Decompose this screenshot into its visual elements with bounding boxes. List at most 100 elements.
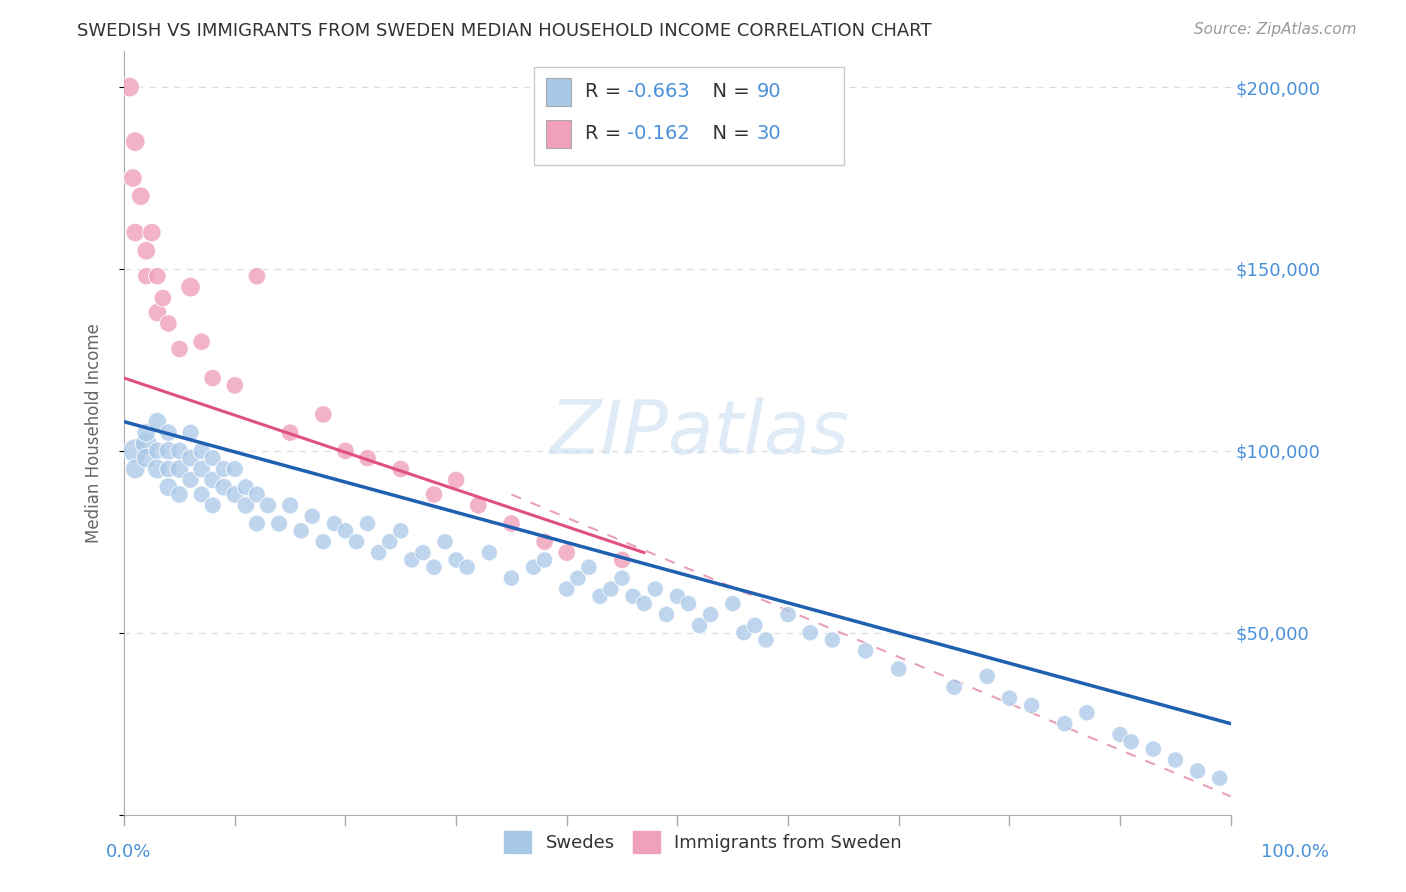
Point xyxy=(146,443,169,458)
Point xyxy=(501,516,523,531)
Point xyxy=(118,80,141,95)
Point xyxy=(444,553,467,567)
Point xyxy=(356,451,378,466)
Point xyxy=(1076,706,1098,720)
Point xyxy=(201,499,224,513)
Point xyxy=(212,462,235,476)
Text: R =: R = xyxy=(585,124,627,144)
Text: ZIPatlas: ZIPatlas xyxy=(550,397,849,468)
Point xyxy=(190,487,212,501)
Y-axis label: Median Household Income: Median Household Income xyxy=(86,323,103,542)
Text: 90: 90 xyxy=(756,82,782,102)
Point xyxy=(600,582,623,596)
Point xyxy=(169,443,191,458)
Point xyxy=(444,473,467,487)
Point xyxy=(180,473,202,487)
Point xyxy=(467,499,489,513)
Point xyxy=(146,269,169,284)
Point xyxy=(367,546,389,560)
Point xyxy=(1187,764,1209,778)
Point xyxy=(855,644,877,658)
Point xyxy=(169,487,191,501)
Point xyxy=(943,680,966,694)
Point xyxy=(1119,735,1142,749)
Point xyxy=(335,524,357,538)
Text: N =: N = xyxy=(700,82,756,102)
Point xyxy=(1142,742,1164,756)
Point xyxy=(129,189,152,203)
Point xyxy=(346,534,368,549)
Point xyxy=(755,632,778,647)
Point xyxy=(1109,727,1132,741)
Point xyxy=(644,582,666,596)
Point xyxy=(434,534,457,549)
Point xyxy=(190,462,212,476)
Point xyxy=(821,632,844,647)
Point xyxy=(501,571,523,585)
Point xyxy=(522,560,544,574)
Point xyxy=(290,524,312,538)
Point xyxy=(533,534,555,549)
Point xyxy=(655,607,678,622)
Text: R =: R = xyxy=(585,82,627,102)
Point xyxy=(180,451,202,466)
Point xyxy=(378,534,401,549)
Point xyxy=(190,443,212,458)
Text: SWEDISH VS IMMIGRANTS FROM SWEDEN MEDIAN HOUSEHOLD INCOME CORRELATION CHART: SWEDISH VS IMMIGRANTS FROM SWEDEN MEDIAN… xyxy=(77,22,932,40)
Point xyxy=(124,443,146,458)
Text: 100.0%: 100.0% xyxy=(1261,843,1329,861)
Point xyxy=(555,546,578,560)
Text: 0.0%: 0.0% xyxy=(105,843,150,861)
Point xyxy=(412,546,434,560)
Point xyxy=(135,451,157,466)
Point xyxy=(201,451,224,466)
Text: -0.663: -0.663 xyxy=(627,82,690,102)
Point xyxy=(246,487,269,501)
Point xyxy=(124,462,146,476)
Point xyxy=(1053,716,1076,731)
Point xyxy=(478,546,501,560)
Point xyxy=(246,516,269,531)
Legend: Swedes, Immigrants from Sweden: Swedes, Immigrants from Sweden xyxy=(496,824,910,861)
Point xyxy=(610,553,633,567)
Point xyxy=(180,425,202,440)
Point xyxy=(267,516,290,531)
Point xyxy=(887,662,910,676)
Point xyxy=(423,560,446,574)
Point xyxy=(146,305,169,319)
Point xyxy=(124,226,146,240)
Text: 30: 30 xyxy=(756,124,782,144)
Point xyxy=(246,269,269,284)
Point xyxy=(744,618,766,632)
Point xyxy=(257,499,280,513)
Point xyxy=(224,487,246,501)
Point xyxy=(169,462,191,476)
Point xyxy=(799,625,821,640)
Point xyxy=(1208,771,1230,785)
Point xyxy=(1021,698,1043,713)
Point xyxy=(567,571,589,585)
Point xyxy=(201,473,224,487)
Point xyxy=(666,590,689,604)
Point xyxy=(301,509,323,524)
Point xyxy=(389,462,412,476)
Point xyxy=(278,425,301,440)
Point xyxy=(578,560,600,574)
Point xyxy=(312,408,335,422)
Point xyxy=(389,524,412,538)
Text: -0.162: -0.162 xyxy=(627,124,690,144)
Point xyxy=(224,462,246,476)
Point xyxy=(169,342,191,356)
Point xyxy=(633,597,655,611)
Point xyxy=(356,516,378,531)
Point xyxy=(1164,753,1187,767)
Point xyxy=(621,590,644,604)
Point xyxy=(157,443,180,458)
Point xyxy=(689,618,711,632)
Point xyxy=(278,499,301,513)
Point xyxy=(335,443,357,458)
Point xyxy=(976,669,998,683)
Point xyxy=(135,436,157,450)
Point xyxy=(157,425,180,440)
Point xyxy=(456,560,478,574)
